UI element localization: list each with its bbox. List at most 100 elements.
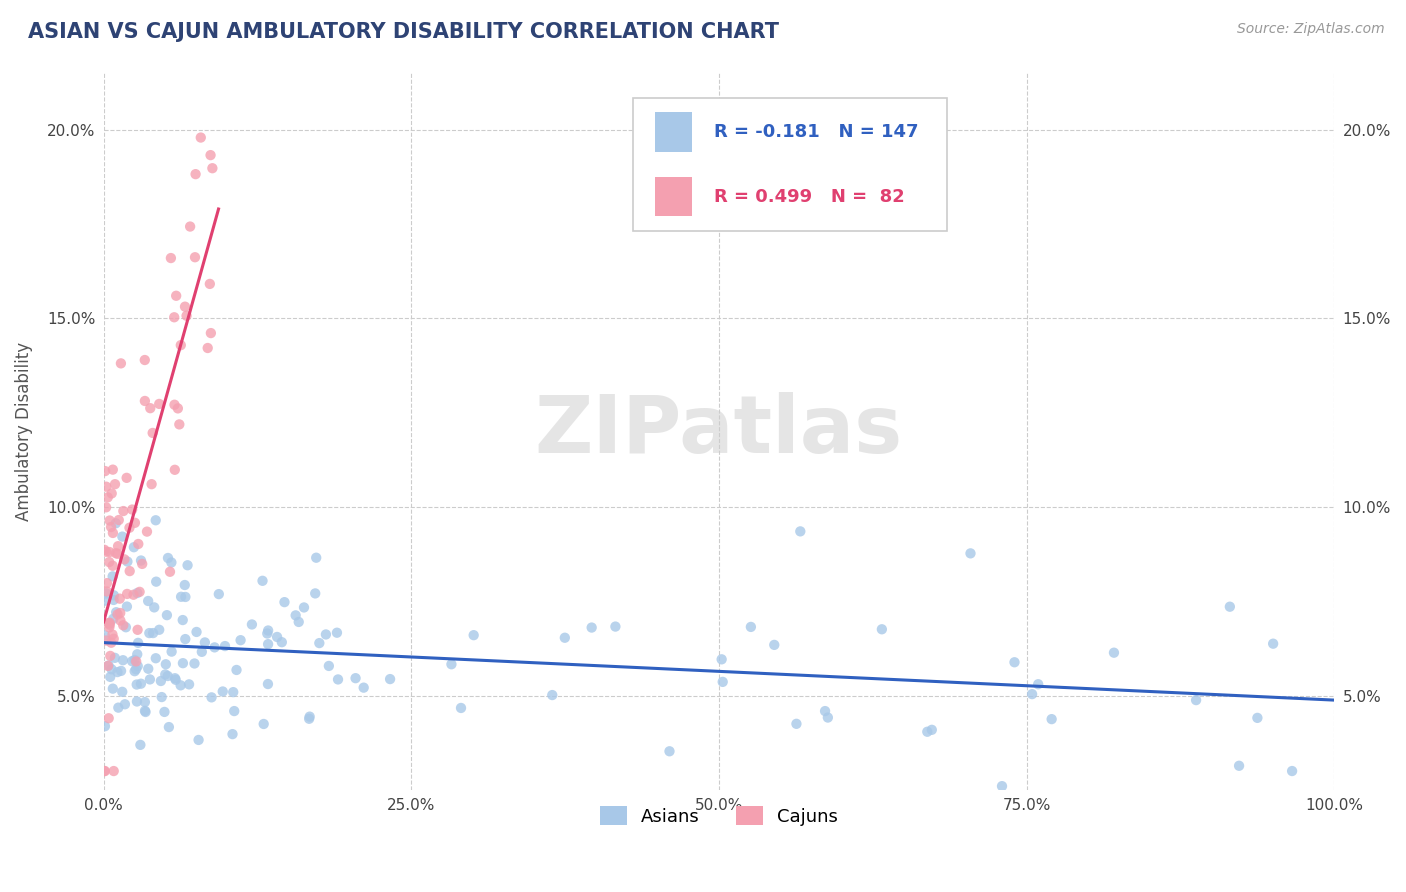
Point — [1102, 646, 1125, 660]
Point — [101, 525, 124, 540]
Point — [112, 552, 135, 566]
Point — [98, 545, 121, 559]
Point — [169, 678, 191, 692]
Point — [122, 540, 145, 554]
Point — [200, 326, 222, 340]
Point — [149, 673, 172, 688]
Point — [115, 599, 138, 614]
Point — [129, 676, 152, 690]
Point — [94, 628, 117, 642]
Point — [111, 530, 134, 544]
Point — [125, 654, 148, 668]
Point — [112, 618, 135, 632]
Point — [174, 590, 197, 604]
Point — [98, 615, 121, 630]
Point — [110, 356, 132, 370]
Point — [136, 662, 159, 676]
Point — [135, 705, 157, 719]
Point — [97, 615, 120, 630]
Point — [122, 588, 145, 602]
Point — [104, 650, 127, 665]
Point — [104, 546, 127, 560]
Point — [214, 639, 236, 653]
Point — [165, 673, 187, 687]
Point — [959, 546, 981, 560]
Point — [107, 539, 129, 553]
Point — [160, 645, 183, 659]
Point — [131, 557, 153, 571]
Point — [124, 516, 146, 530]
Point — [115, 587, 138, 601]
Point — [240, 617, 263, 632]
Point — [96, 545, 118, 559]
Point — [170, 590, 193, 604]
Point — [270, 635, 292, 649]
Point — [284, 608, 307, 623]
Point — [136, 594, 159, 608]
Point — [96, 576, 118, 591]
Point — [191, 645, 214, 659]
Point — [257, 637, 280, 651]
Point — [94, 593, 117, 607]
Point — [107, 700, 129, 714]
Point — [172, 613, 194, 627]
Point — [273, 595, 295, 609]
Point — [1246, 711, 1268, 725]
Point — [118, 521, 141, 535]
Text: Source: ZipAtlas.com: Source: ZipAtlas.com — [1237, 22, 1385, 37]
Point — [104, 477, 127, 491]
Point — [98, 670, 121, 684]
Point — [103, 588, 125, 602]
Text: R = -0.181   N = 147: R = -0.181 N = 147 — [714, 123, 918, 141]
Point — [97, 659, 120, 673]
Point — [145, 651, 167, 665]
Point — [100, 520, 122, 534]
Point — [139, 673, 162, 687]
Point — [127, 586, 149, 600]
Point — [125, 662, 148, 676]
Point — [344, 671, 367, 685]
Point — [97, 491, 120, 505]
Point — [204, 640, 226, 655]
Point — [105, 605, 128, 619]
Point — [148, 397, 170, 411]
Point — [101, 569, 124, 583]
Point — [94, 633, 117, 648]
Point — [173, 578, 195, 592]
Point — [789, 524, 811, 539]
Point — [125, 694, 148, 708]
Point — [554, 631, 576, 645]
Point — [253, 717, 276, 731]
Point — [163, 671, 186, 685]
Point — [96, 584, 118, 599]
Point — [194, 635, 217, 649]
Point — [921, 723, 943, 737]
Point — [134, 695, 156, 709]
Point — [145, 574, 167, 589]
Point — [124, 653, 146, 667]
Point — [157, 720, 180, 734]
Point — [740, 620, 762, 634]
Point — [94, 719, 117, 733]
Point — [172, 656, 194, 670]
Point — [169, 417, 191, 432]
Point — [229, 633, 252, 648]
Point — [97, 658, 120, 673]
Point — [100, 662, 122, 676]
Point — [153, 705, 176, 719]
Point — [156, 551, 179, 566]
Point — [257, 677, 280, 691]
Point — [94, 764, 117, 778]
Point — [187, 733, 209, 747]
Point — [121, 654, 143, 668]
Point — [225, 663, 247, 677]
Point — [115, 471, 138, 485]
Point — [160, 251, 183, 265]
Point — [134, 704, 156, 718]
Point — [148, 623, 170, 637]
Point — [298, 712, 321, 726]
Point — [163, 463, 186, 477]
Point — [142, 626, 165, 640]
Point — [150, 690, 173, 704]
FancyBboxPatch shape — [655, 112, 692, 152]
